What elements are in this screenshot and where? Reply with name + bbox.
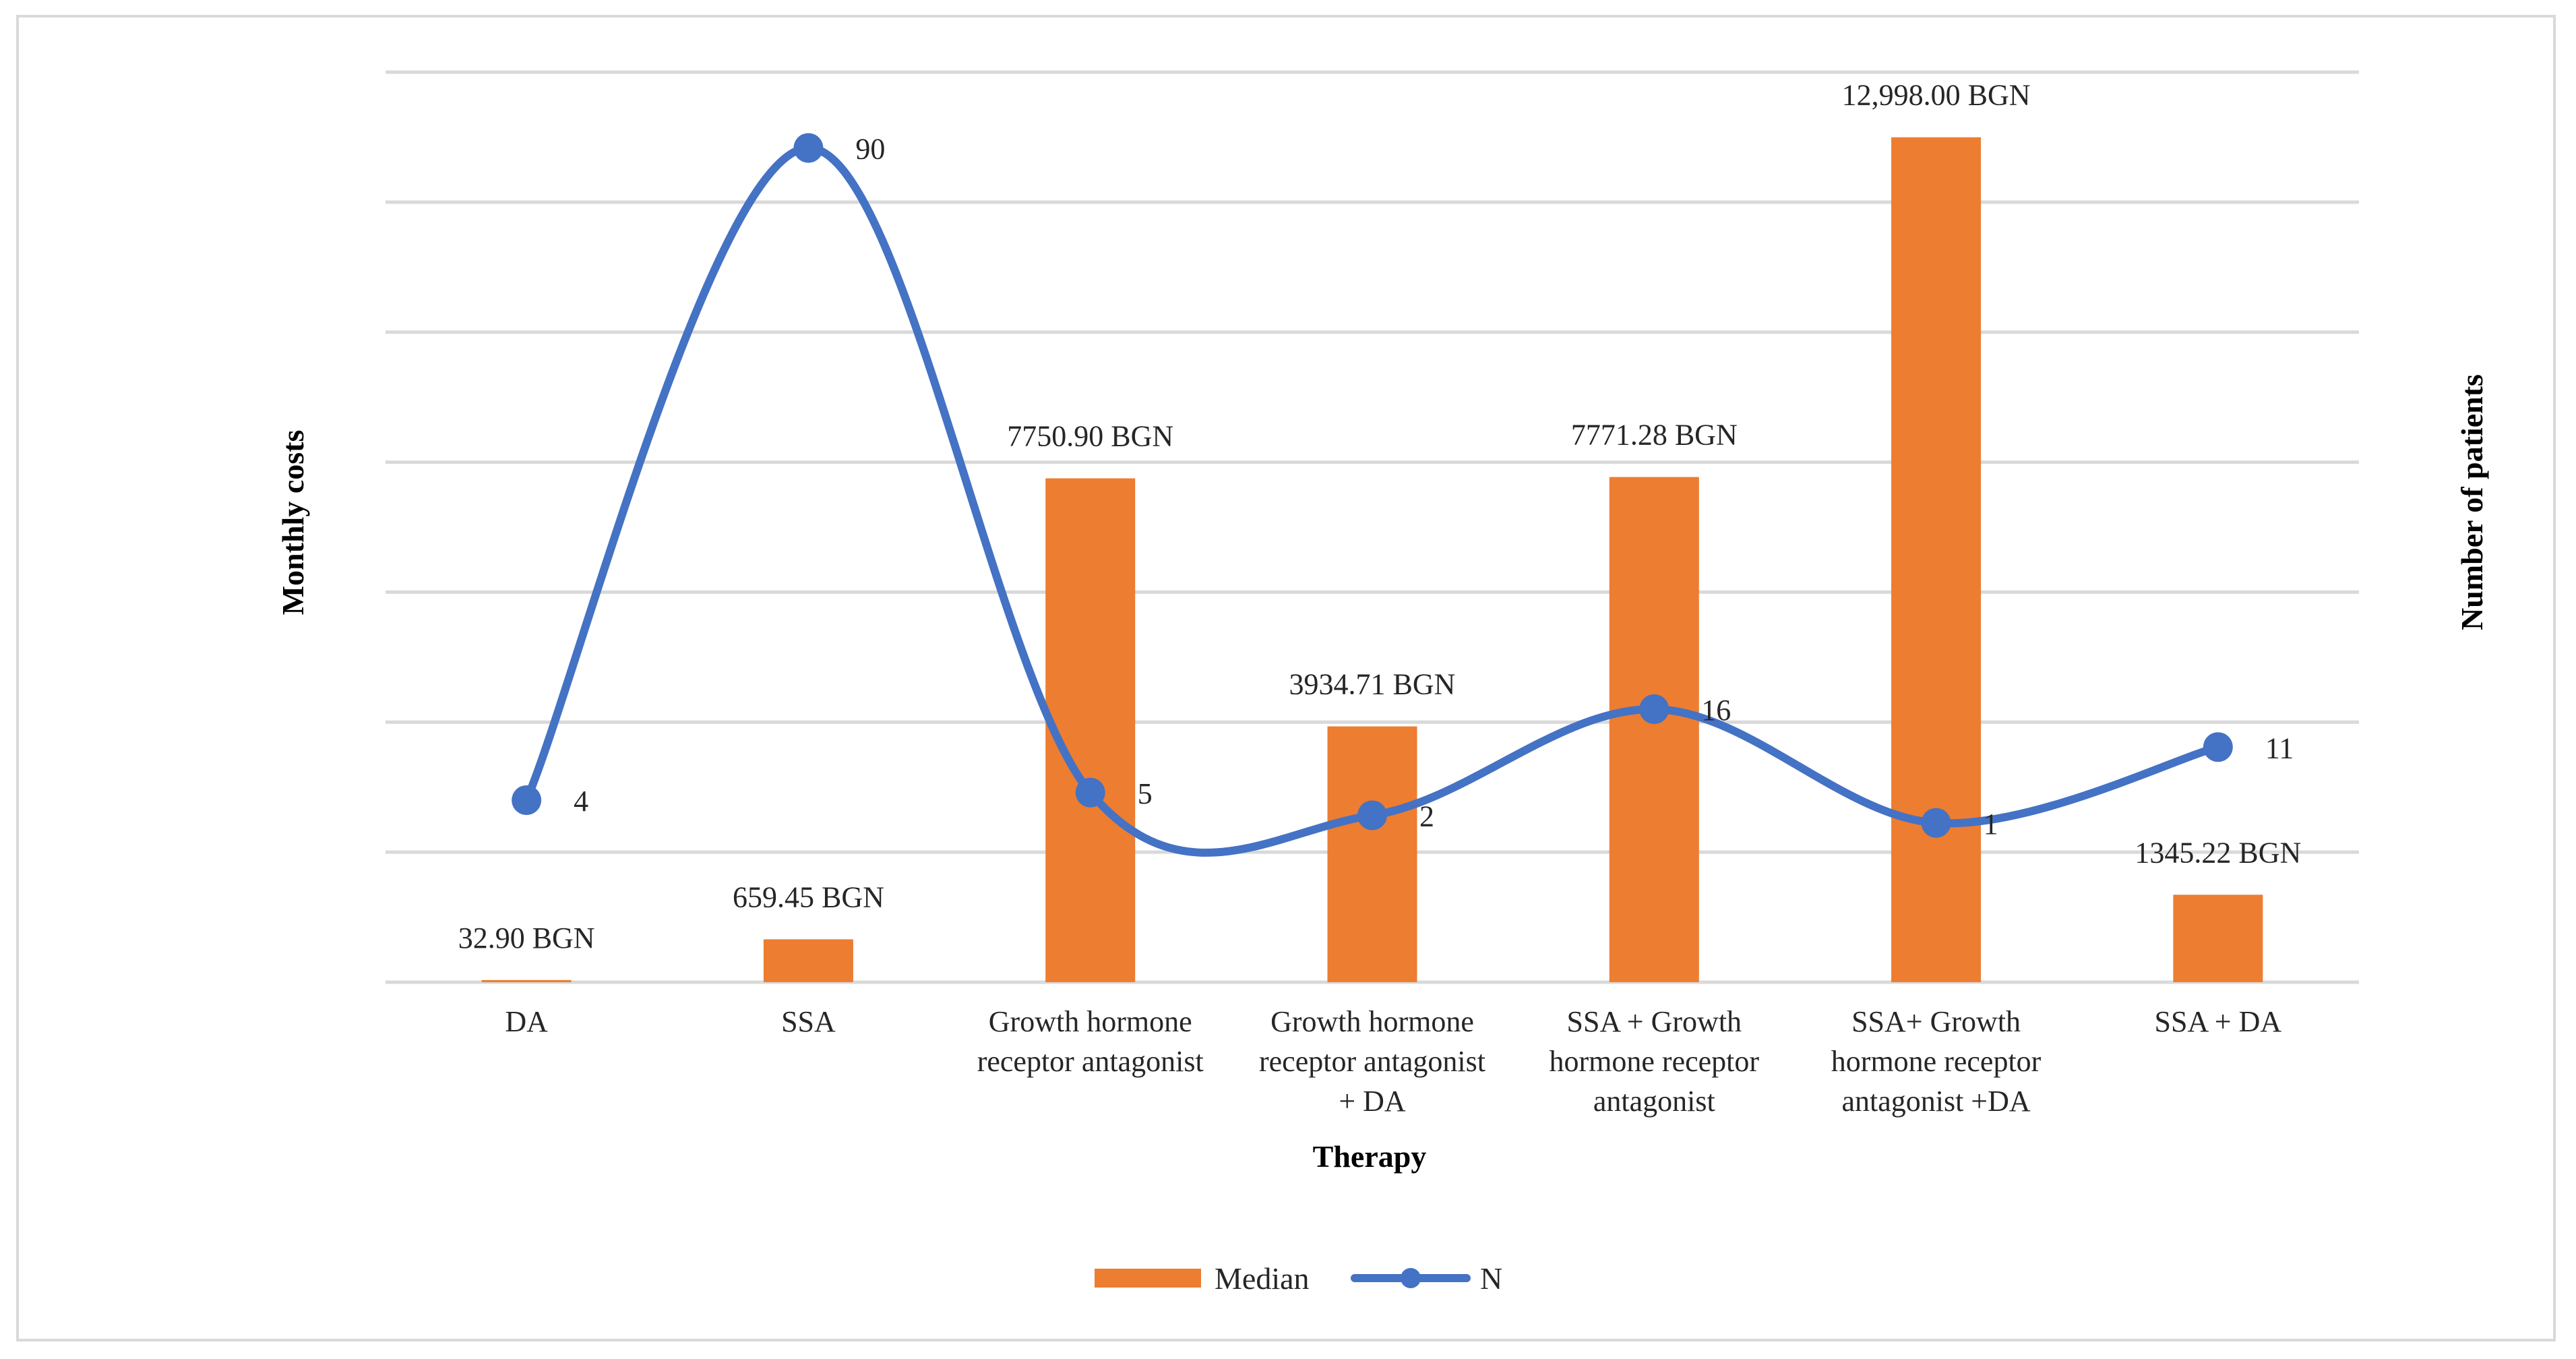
bar-median	[1327, 726, 1417, 982]
n-marker	[793, 133, 824, 163]
legend-swatch-median	[1095, 1269, 1201, 1288]
n-marker	[512, 785, 542, 815]
median-value-label: 3934.71 BGN	[1289, 668, 1456, 701]
n-value-label: 90	[855, 133, 885, 166]
median-value-label: 659.45 BGN	[733, 880, 884, 913]
legend-label-n: N	[1480, 1261, 1502, 1296]
median-bars	[481, 137, 2263, 982]
y-axis-right-title: Number of patients	[2455, 374, 2489, 630]
n-value-label: 1	[1984, 808, 1998, 841]
n-marker	[1921, 808, 1951, 838]
median-value-label: 12,998.00 BGN	[1842, 79, 2031, 112]
bar-median	[1891, 137, 1982, 982]
n-marker	[1075, 777, 1105, 808]
n-marker	[2203, 732, 2233, 762]
chart-frame	[16, 15, 2556, 1341]
x-tick-label: SSA	[781, 1005, 836, 1038]
x-axis-ticks: DA SSA Growth hormone receptor antagonist Gr…	[505, 1005, 2281, 1118]
x-tick-label: Growth hormone receptor antagonist	[977, 1005, 1204, 1078]
n-line-series	[512, 133, 2233, 857]
x-tick-label: SSA+ Growth hormone receptor antagonist +D…	[1831, 1005, 2042, 1118]
n-value-label: 11	[2265, 731, 2294, 764]
n-value-label: 5	[1138, 777, 1153, 810]
median-value-label: 7750.90 BGN	[1007, 420, 1173, 453]
legend-swatch-n-marker	[1401, 1268, 1421, 1288]
n-value-label: 2	[1419, 800, 1434, 833]
bar-median	[1609, 477, 1699, 982]
n-marker	[1639, 694, 1669, 724]
n-marker	[1357, 800, 1387, 831]
median-value-label: 1345.22 BGN	[2135, 836, 2301, 869]
bar-median	[481, 979, 572, 982]
median-value-label: 7771.28 BGN	[1571, 419, 1738, 452]
n-value-label: 4	[574, 785, 588, 818]
x-tick-label: Growth hormone receptor antagonist + DA	[1259, 1005, 1485, 1118]
bar-median	[1045, 478, 1136, 982]
n-line	[522, 144, 2222, 857]
gridlines	[386, 70, 2359, 984]
x-tick-label: DA	[505, 1005, 548, 1038]
y-axis-left-title: Monthly costs	[276, 430, 310, 615]
legend-label-median: Median	[1215, 1261, 1310, 1296]
x-tick-label: SSA + Growth hormone receptor antagonist	[1550, 1005, 1760, 1118]
n-value-label: 16	[1701, 694, 1731, 727]
legend: Median N	[1095, 1261, 1502, 1296]
x-axis-title: Therapy	[1313, 1139, 1427, 1174]
data-labels: 32.90 BGN 659.45 BGN 7750.90 BGN 3934.71 BG…	[458, 79, 2302, 955]
bar-median	[763, 939, 853, 982]
bar-median	[2173, 895, 2263, 982]
median-value-label: 32.90 BGN	[458, 922, 595, 955]
x-tick-label: SSA + DA	[2155, 1005, 2282, 1038]
